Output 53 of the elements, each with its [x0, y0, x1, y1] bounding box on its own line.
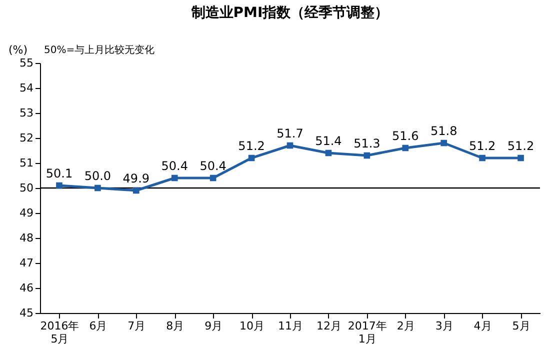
- y-axis-title: (%): [8, 44, 28, 56]
- point: [56, 182, 62, 189]
- point: [325, 150, 332, 156]
- point: [171, 174, 178, 182]
- x-tick-label: 2016年 5月: [40, 320, 80, 346]
- text: 50%=与上月比较无变化: [44, 44, 155, 56]
- data-label: 51.3: [354, 136, 380, 150]
- point: [94, 184, 101, 192]
- point: [364, 152, 370, 159]
- y-tick-label: 49: [20, 206, 34, 220]
- y-tick-label: 52: [20, 132, 34, 144]
- data-label: 51.8: [430, 124, 458, 138]
- y-tick-label: 50: [20, 182, 34, 194]
- y-tick-label: 55: [20, 56, 34, 70]
- x-tick-label: 5月: [512, 320, 530, 332]
- data-label: 51.2: [507, 139, 534, 153]
- data-label: 49.9: [122, 172, 150, 186]
- y-tick-label: 47: [20, 256, 34, 270]
- x-tick-label: 4月: [474, 320, 492, 332]
- chart-title: 制造业PMI指数（经季节调整）: [190, 4, 389, 21]
- y-tick-label: 45: [20, 306, 34, 320]
- point: [402, 144, 409, 152]
- point: [248, 154, 255, 162]
- x-tick-label: 11月: [278, 320, 303, 332]
- x-tick-label: 3月: [435, 320, 454, 332]
- x-tick-label: 9月: [204, 320, 223, 332]
- x-tick-label: 2017年 1月: [348, 320, 387, 346]
- x-tick-label: 10月: [240, 320, 265, 332]
- x-tick-label: 2月: [396, 320, 415, 332]
- x-tick-label: 8月: [166, 320, 184, 332]
- data-label: 50.4: [200, 159, 226, 173]
- y-tick-label: 53: [20, 106, 34, 120]
- data-label: 50.4: [161, 159, 188, 173]
- data-label: 51.2: [468, 139, 496, 153]
- data-label: 50.1: [46, 166, 73, 180]
- data-label: 51.2: [238, 139, 265, 153]
- x-tick-label: 7月: [128, 320, 146, 332]
- point: [440, 140, 448, 146]
- x-tick-label: 12月: [316, 320, 342, 332]
- point: [132, 187, 140, 194]
- data-label: 50.0: [84, 169, 112, 183]
- point: [479, 154, 486, 162]
- point: [518, 154, 524, 162]
- y-tick-label: 51: [20, 156, 34, 170]
- y-tick-label: 46: [20, 282, 34, 294]
- point: [210, 174, 216, 182]
- y-tick-label: 48: [20, 232, 34, 244]
- data-label: 51.6: [392, 129, 419, 143]
- data-label: 51.4: [315, 134, 342, 148]
- data-label: 51.7: [276, 126, 304, 140]
- point: [286, 142, 294, 149]
- x-tick-label: 6月: [89, 320, 108, 332]
- y-tick-label: 54: [20, 82, 34, 94]
